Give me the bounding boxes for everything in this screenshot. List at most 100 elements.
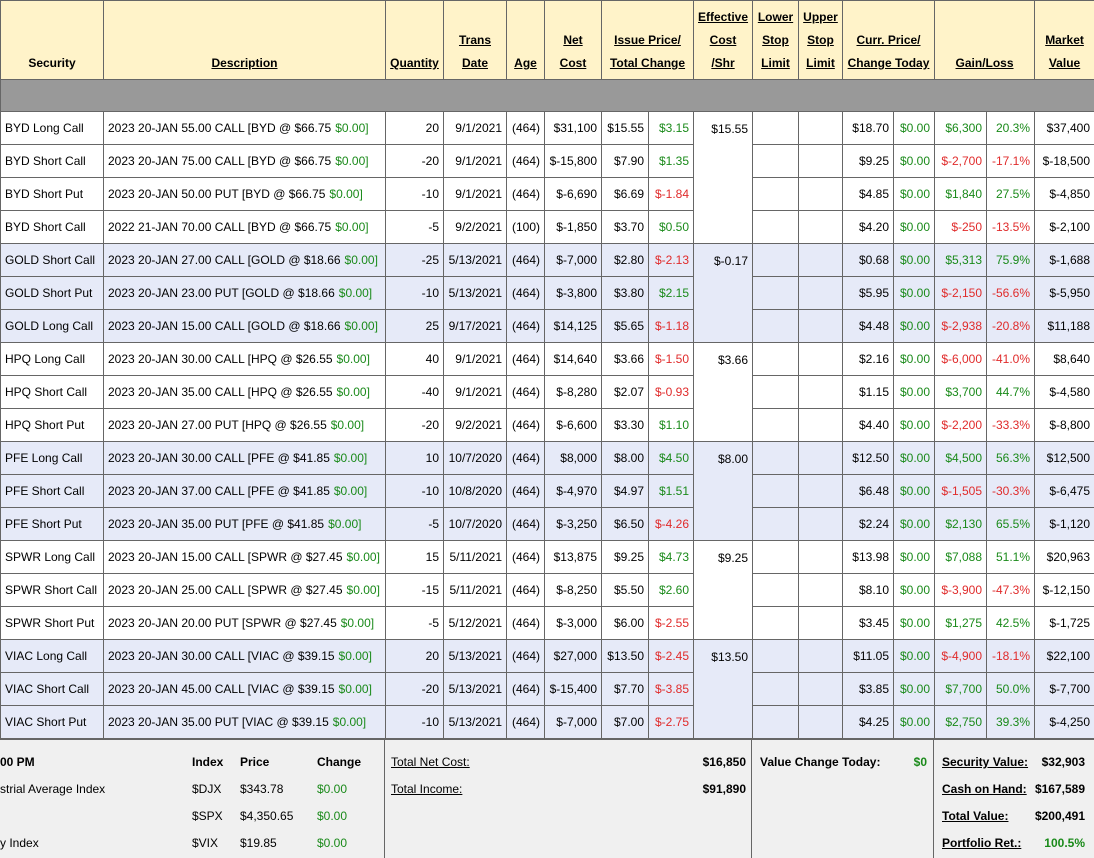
index-price: $343.78 [240,782,284,796]
upper-stop-limit [798,408,843,442]
age: (100) [506,210,545,244]
change-today: $0.00 [892,507,936,541]
trans-date: 9/2/2021 [443,408,507,442]
market-value: $-4,250 [1034,705,1094,739]
total-change: $-4.26 [648,507,694,541]
description-text: 2023 20-JAN 50.00 PUT [BYD @ $66.75 [108,187,326,201]
description-text: 2023 20-JAN 15.00 CALL [SPWR @ $27.45 [108,550,343,564]
portfolio-value: $200,491 [1034,809,1085,823]
column-header: Trans Date [443,0,507,80]
header-text: Stop [762,33,789,47]
net-cost: $-3,250 [544,507,602,541]
description-text: 2023 20-JAN 45.00 CALL [VIAC @ $39.15 [108,682,335,696]
market-value: $-2,100 [1034,210,1094,244]
market-header: Price [240,755,270,769]
change-today: $0.00 [892,375,936,409]
upper-stop-limit [798,540,843,574]
description-text: 2023 20-JAN 25.00 CALL [SPWR @ $27.45 [108,583,343,597]
position-row: SPWR Long Call 2023 20-JAN 15.00 CALL [SP… [0,540,1094,640]
quantity: 25 [385,309,444,343]
change-today: $0.00 [892,573,936,607]
trans-date: 5/13/2021 [443,672,507,706]
current-price: $4.85 [842,177,894,211]
portfolio-label: Total Value: [942,809,1009,823]
gain-loss: $-4,900 [934,639,988,673]
quantity: 40 [385,342,444,376]
upper-stop-limit [798,705,843,739]
effective-cost: $3.66 [693,342,753,442]
trans-date: 5/11/2021 [443,573,507,607]
header-row: Security Description Quantity Trans Date Age N… [0,0,1094,80]
security: HPQ Short Put [0,408,104,442]
header-text: /Shr [711,56,735,70]
market-header: Change [317,755,362,769]
index-change: $0.00 [317,836,348,850]
change-today: $0.00 [892,309,936,343]
security: GOLD Short Put [0,276,104,310]
today-label: Value Change Today: [760,755,881,769]
gain-loss: $7,700 [934,672,988,706]
security: HPQ Short Call [0,375,104,409]
header-text: Market [1045,33,1084,47]
net-cost: $-6,690 [544,177,602,211]
total-change: $1.51 [648,474,694,508]
current-price: $3.45 [842,606,894,640]
upper-stop-limit [798,210,843,244]
change-today: $0.00 [892,474,936,508]
total-value: $91,890 [702,782,746,796]
security: VIAC Short Call [0,672,104,706]
market-value: $-8,800 [1034,408,1094,442]
current-price: $11.05 [842,639,894,673]
header-text: Total Change [609,56,686,70]
market-value: $-1,120 [1034,507,1094,541]
issue-price: $13.50 [601,639,649,673]
index-price: $4,350.65 [240,809,294,823]
age: (464) [506,606,545,640]
position-row: GOLD Long Call 2023 20-JAN 15.00 CALL [GO… [0,309,1094,343]
gain-loss-pct: 65.5% [986,507,1036,541]
issue-price: $5.65 [601,309,649,343]
column-header: Market Value [1034,0,1094,80]
position-row: SPWR Short Call 2023 20-JAN 25.00 CALL [S… [0,573,1094,607]
description: 2023 20-JAN 75.00 CALL [BYD @ $66.75 $0.0… [103,144,386,178]
header-text: Trans [458,33,491,47]
header-text: Cost [709,33,737,47]
net-cost: $14,125 [544,309,602,343]
change-today: $0.00 [892,705,936,739]
summary-footer: 00 PM Index Price Change strial Average … [0,739,1094,858]
description-text: 2023 20-JAN 30.00 CALL [HPQ @ $26.55 [108,352,333,366]
issue-price: $6.50 [601,507,649,541]
position-row: PFE Long Call 2023 20-JAN 30.00 CALL [PFE… [0,441,1094,541]
change-today: $0.00 [892,672,936,706]
trans-date: 9/1/2021 [443,144,507,178]
quantity: -40 [385,375,444,409]
age: (464) [506,144,545,178]
change-today: $0.00 [892,441,936,475]
gain-loss: $1,275 [934,606,988,640]
position-row: SPWR Short Put 2023 20-JAN 20.00 PUT [SPW… [0,606,1094,640]
description: 2023 20-JAN 30.00 CALL [HPQ @ $26.55 $0.0… [103,342,386,376]
portfolio-value: $167,589 [1034,782,1085,796]
security: PFE Short Put [0,507,104,541]
quantity: -20 [385,408,444,442]
gain-loss: $-1,505 [934,474,988,508]
quantity: -10 [385,276,444,310]
header-text: Cost [559,56,587,70]
market-value: $-4,580 [1034,375,1094,409]
lower-stop-limit [752,276,799,310]
lower-stop-limit [752,606,799,640]
gain-loss-pct: 50.0% [986,672,1036,706]
description: 2023 20-JAN 27.00 PUT [HPQ @ $26.55 $0.00… [103,408,386,442]
age: (464) [506,309,545,343]
quantity: -15 [385,573,444,607]
upper-stop-limit [798,474,843,508]
description: 2023 20-JAN 45.00 CALL [VIAC @ $39.15 $0.… [103,672,386,706]
gain-loss: $-2,200 [934,408,988,442]
trans-date: 9/1/2021 [443,177,507,211]
description-text: 2023 20-JAN 27.00 PUT [HPQ @ $26.55 [108,418,327,432]
current-price: $13.98 [842,540,894,574]
underlying-change: $0.00] [328,517,362,531]
change-today: $0.00 [892,144,936,178]
current-price: $4.25 [842,705,894,739]
column-header: Lower Stop Limit [752,0,799,80]
